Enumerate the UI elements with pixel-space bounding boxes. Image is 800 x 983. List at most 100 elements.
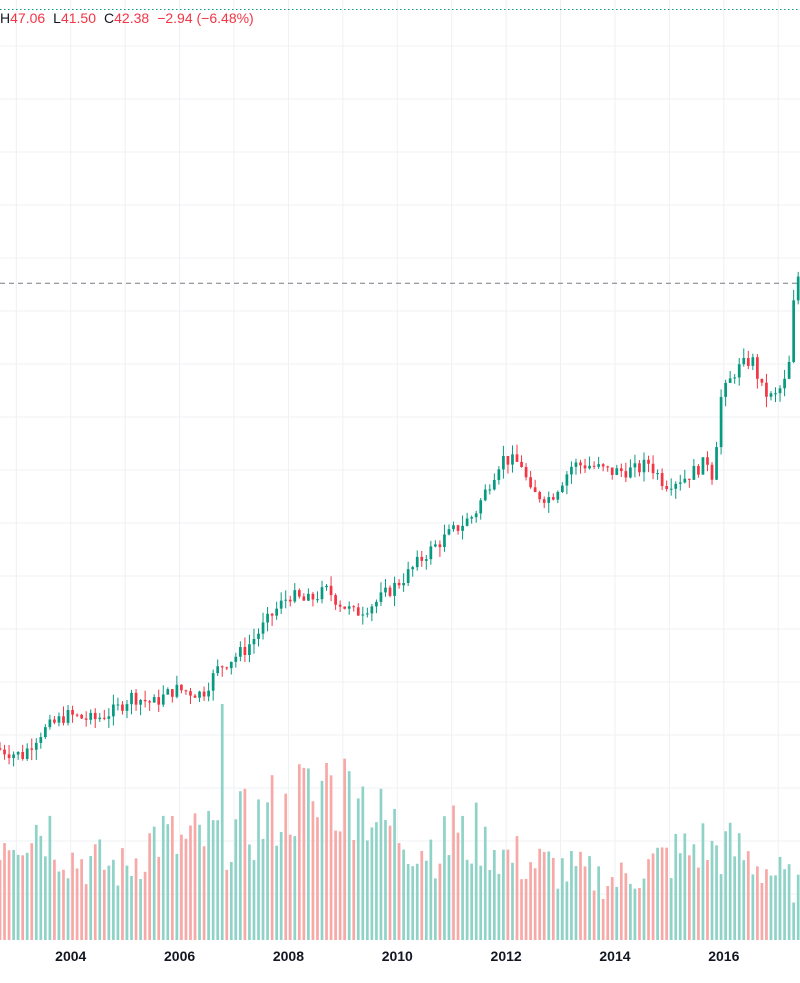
candle-body [48, 719, 52, 728]
x-tick-label: 2014 [599, 948, 630, 964]
volume-bar [737, 833, 741, 940]
volume-bar [80, 859, 83, 940]
candle-body [633, 463, 637, 468]
volume-bar [66, 878, 70, 940]
volume-bar [25, 852, 29, 940]
candle-body [461, 525, 464, 531]
volume-bar [479, 865, 483, 940]
volume-bar [225, 869, 229, 940]
candle-body [7, 754, 11, 759]
volume-bar [184, 838, 188, 940]
volume-bar [456, 832, 460, 940]
volume-bar [502, 849, 505, 940]
candle-body [647, 459, 650, 464]
volume-bar [629, 883, 632, 940]
candle-body [43, 727, 47, 738]
volume-bar [320, 780, 324, 940]
candle-body [384, 587, 387, 593]
candle-body [610, 467, 614, 475]
volume-bar [121, 848, 124, 940]
candle-body [701, 457, 705, 475]
candle-body [660, 473, 664, 487]
volume-bar [307, 768, 310, 940]
candle-body [198, 691, 201, 698]
volume-bar [434, 878, 437, 940]
candle-body [483, 489, 487, 501]
candle-body [89, 712, 93, 720]
volume-bar [157, 856, 161, 940]
volume-bar [561, 858, 564, 940]
volume-bar [701, 823, 705, 940]
candle-body [588, 465, 591, 469]
volume-bar [62, 869, 65, 940]
candle-body [692, 465, 696, 480]
volume-bar [492, 850, 496, 940]
volume-bar [619, 862, 623, 940]
candle-body [202, 691, 206, 697]
candle-body [796, 276, 800, 301]
volume-bar [565, 881, 569, 940]
volume-bar [778, 856, 782, 940]
volume-bar [756, 866, 759, 940]
candle-body [529, 477, 532, 488]
candle-body [116, 704, 120, 706]
volume-bar [524, 878, 528, 940]
volume-bar [601, 898, 605, 940]
candle-body [769, 393, 773, 397]
candle-body [533, 487, 537, 493]
time-axis[interactable]: 2004 2006 2008 2010 2012 2014 2016 [55, 948, 739, 964]
volume-bar [393, 808, 396, 940]
volume-bar [75, 868, 79, 940]
volume-bar [642, 878, 646, 940]
candle-body [102, 717, 106, 719]
volume-bar [216, 820, 220, 940]
candle-body [243, 647, 247, 656]
volume-bar [674, 833, 678, 940]
volume-bar [388, 825, 392, 940]
candle-body [520, 461, 523, 468]
candle-body [148, 701, 152, 703]
x-tick-label: 2006 [164, 948, 195, 964]
candle-body [157, 697, 161, 705]
volume-bar [229, 862, 233, 940]
candle-body [506, 456, 510, 465]
candle-body [452, 525, 455, 530]
candle-body [415, 556, 419, 568]
candle-body [93, 712, 97, 720]
volume-bar [130, 876, 133, 940]
candle-body [16, 751, 20, 755]
candle-body [211, 673, 215, 691]
candle-body [66, 709, 70, 723]
candle-body [30, 748, 34, 750]
volume-bar [125, 865, 129, 940]
volume-bar [678, 853, 682, 940]
candle-body [574, 462, 578, 467]
candle-body [424, 559, 428, 561]
volume-bar [542, 851, 546, 940]
volume-bar [710, 840, 714, 940]
candle-body [175, 684, 179, 697]
chart-grid [0, 0, 800, 940]
volume-bar [697, 867, 700, 940]
volume-bar [556, 888, 560, 940]
candle-body [787, 361, 791, 379]
legend-high-label: H [0, 10, 11, 26]
candle-body [438, 544, 442, 548]
candle-body [551, 497, 555, 500]
volume-bar [746, 851, 750, 940]
candle-body [62, 716, 65, 723]
volume-bar [787, 864, 791, 940]
candle-body [751, 357, 755, 366]
volume-bar [669, 878, 673, 940]
candle-body [302, 596, 306, 601]
volume-bar [266, 802, 269, 940]
candle-body [760, 378, 764, 383]
candle-body [388, 587, 392, 596]
volume-bar [302, 767, 306, 940]
volume-bar [406, 863, 410, 940]
candle-body [619, 468, 623, 472]
volume-bar [606, 886, 610, 940]
volume-bar [615, 886, 619, 940]
candle-body [134, 692, 138, 705]
